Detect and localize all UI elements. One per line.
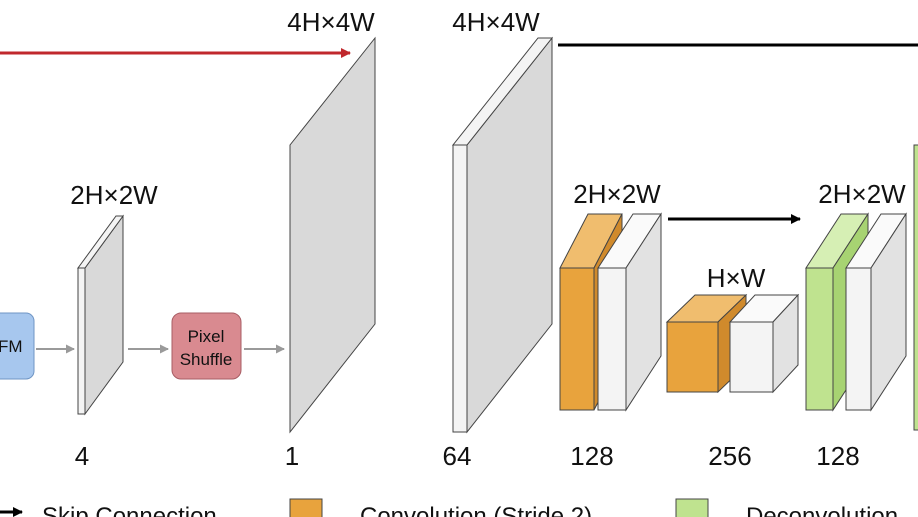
dim-label-2hx2w-c: 2H×2W	[818, 179, 906, 209]
deconv-block-edge	[913, 144, 918, 431]
pixel-shuffle-box: Pixel Shuffle	[171, 312, 242, 380]
channel-label-128-a: 128	[570, 441, 613, 471]
fm-label: FM	[0, 337, 23, 356]
feature-block-128	[597, 212, 662, 412]
pixel-shuffle-line1: Pixel	[188, 327, 225, 346]
feature-map-1ch	[289, 36, 376, 434]
feature-block-128-b	[845, 212, 907, 412]
legend-deconv-label: Deconvolution	[746, 503, 898, 517]
feature-map-4ch	[77, 214, 124, 416]
feature-block-256	[728, 293, 800, 394]
dim-label-2hx2w-b: 2H×2W	[573, 179, 661, 209]
feature-map-64ch	[451, 36, 554, 434]
channel-label-128-b: 128	[816, 441, 859, 471]
legend-conv-label: Convolution (Stride 2)	[360, 503, 592, 517]
channel-label-4: 4	[75, 441, 89, 471]
legend-skip-label: Skip Connection	[42, 503, 217, 517]
dim-label-4hx4w-b: 4H×4W	[452, 7, 540, 37]
channel-label-64: 64	[443, 441, 472, 471]
fm-box: FM	[0, 312, 35, 380]
channel-label-1: 1	[285, 441, 299, 471]
dim-label-hxw: H×W	[707, 263, 766, 293]
legend: Skip Connection Convolution (Stride 2) D…	[0, 498, 898, 517]
dim-label-2hx2w-a: 2H×2W	[70, 180, 158, 210]
legend-conv-swatch	[289, 498, 323, 517]
legend-deconv-swatch	[675, 498, 709, 517]
dim-label-4hx4w-a: 4H×4W	[287, 7, 375, 37]
channel-label-256: 256	[708, 441, 751, 471]
pixel-shuffle-line2: Shuffle	[180, 350, 233, 369]
